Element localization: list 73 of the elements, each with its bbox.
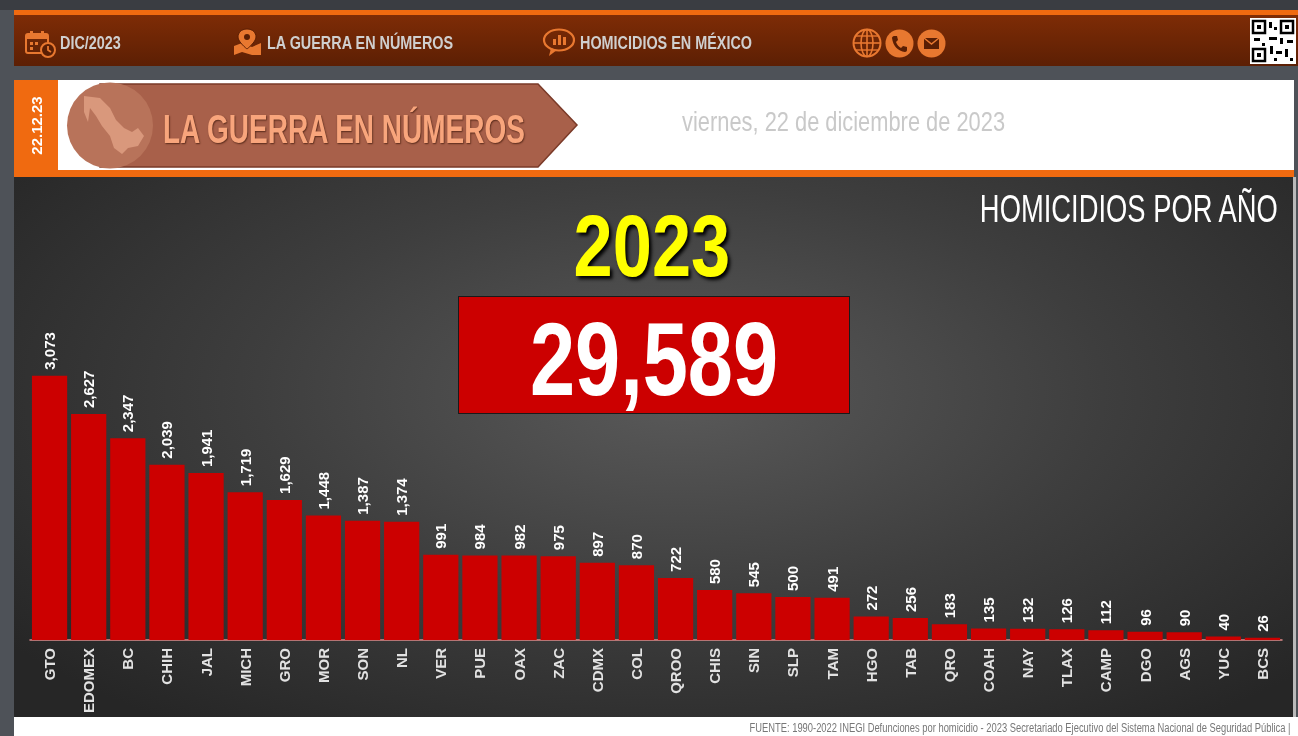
data-label: 1,941 bbox=[197, 429, 215, 468]
x-tick-label: SIN bbox=[745, 648, 763, 674]
x-tick-label: EDOMEX bbox=[80, 648, 98, 714]
chart-title: HOMICIDIOS POR AÑO bbox=[980, 188, 1278, 232]
data-label: 96 bbox=[1136, 609, 1154, 626]
x-tick-label: YUC bbox=[1214, 647, 1232, 680]
data-label: 984 bbox=[471, 523, 489, 550]
x-tick-label: MICH bbox=[236, 648, 254, 687]
data-label: 132 bbox=[1019, 597, 1037, 623]
data-label: 1,387 bbox=[354, 477, 372, 515]
x-tick-label: BCS bbox=[1253, 648, 1271, 680]
x-tick-label: MOR bbox=[314, 647, 332, 683]
x-tick-label: ZAC bbox=[549, 647, 567, 679]
data-label: 545 bbox=[745, 562, 763, 588]
data-label: 897 bbox=[588, 531, 606, 557]
data-label: 982 bbox=[510, 524, 528, 550]
data-label: 1,719 bbox=[236, 448, 254, 487]
x-tick-label: QROO bbox=[667, 647, 685, 694]
x-tick-label: COL bbox=[627, 648, 645, 680]
data-label: 126 bbox=[1058, 598, 1076, 624]
x-tick-label: CAMP bbox=[1097, 648, 1115, 693]
x-tick-label: CHIS bbox=[706, 648, 724, 684]
x-tick-label: PUE bbox=[471, 648, 489, 679]
x-tick-label: TAB bbox=[901, 647, 919, 678]
data-label: 1,448 bbox=[314, 471, 332, 510]
text: 22.12.23 bbox=[27, 95, 45, 155]
data-label: 26 bbox=[1253, 615, 1271, 632]
x-tick-label: BC bbox=[119, 647, 137, 670]
x-tick-label: NAY bbox=[1019, 648, 1037, 679]
data-label: 90 bbox=[1175, 609, 1193, 627]
data-label: 2,627 bbox=[80, 370, 98, 409]
data-label: 975 bbox=[549, 525, 567, 551]
x-tick-label: VER bbox=[432, 647, 450, 679]
data-label: 722 bbox=[667, 546, 685, 572]
x-tick-label: AGS bbox=[1175, 648, 1193, 681]
x-tick-label: TAM bbox=[823, 648, 841, 680]
x-tick-label: JAL bbox=[197, 648, 215, 677]
source-note: FUENTE: 1990-2022 INEGI Defunciones por homicidio - 2023 Secretariado Ejecutivo del Sistema Nacional de Seguridad Pública | bbox=[749, 721, 1290, 736]
chart-subtitle: 2023 bbox=[573, 195, 731, 297]
data-label: 491 bbox=[823, 566, 841, 592]
text: LA GUERRA EN NÚMEROS bbox=[163, 106, 525, 152]
text: DIC/2023 bbox=[60, 33, 121, 54]
data-label: 1,629 bbox=[275, 456, 293, 494]
data-label: 1,374 bbox=[393, 477, 411, 516]
data-label: 40 bbox=[1214, 613, 1232, 631]
data-label: 870 bbox=[627, 534, 645, 560]
x-tick-label: SLP bbox=[784, 648, 802, 678]
data-label: 272 bbox=[862, 585, 880, 611]
x-tick-label: HGO bbox=[862, 647, 880, 683]
data-label: 256 bbox=[901, 586, 919, 612]
data-label: 2,039 bbox=[158, 421, 176, 459]
data-label: 135 bbox=[980, 597, 998, 623]
data-label: 3,073 bbox=[41, 332, 59, 370]
x-tick-label: CDMX bbox=[588, 648, 606, 693]
data-label: 991 bbox=[432, 523, 450, 549]
x-tick-label: DGO bbox=[1136, 647, 1154, 683]
data-label: 2,347 bbox=[119, 394, 137, 433]
text: HOMICIDIOS EN MÉXICO bbox=[580, 33, 753, 54]
annotation: 29,589 bbox=[529, 300, 779, 419]
x-tick-label: COAH bbox=[980, 648, 998, 693]
x-tick-label: GTO bbox=[41, 647, 59, 681]
data-label: 112 bbox=[1097, 600, 1115, 625]
x-tick-label: OAX bbox=[510, 648, 528, 681]
x-tick-label: NL bbox=[393, 648, 411, 668]
data-label: 500 bbox=[784, 565, 802, 591]
data-label: 183 bbox=[940, 593, 958, 619]
text: LA GUERRA EN NÚMEROS bbox=[267, 33, 454, 54]
x-tick-label: QRO bbox=[940, 647, 958, 683]
data-label: 580 bbox=[706, 559, 724, 585]
x-tick-label: TLAX bbox=[1058, 648, 1076, 688]
x-tick-label: SON bbox=[354, 648, 372, 681]
x-tick-label: CHIH bbox=[158, 648, 176, 685]
x-tick-label: GRO bbox=[275, 647, 293, 683]
